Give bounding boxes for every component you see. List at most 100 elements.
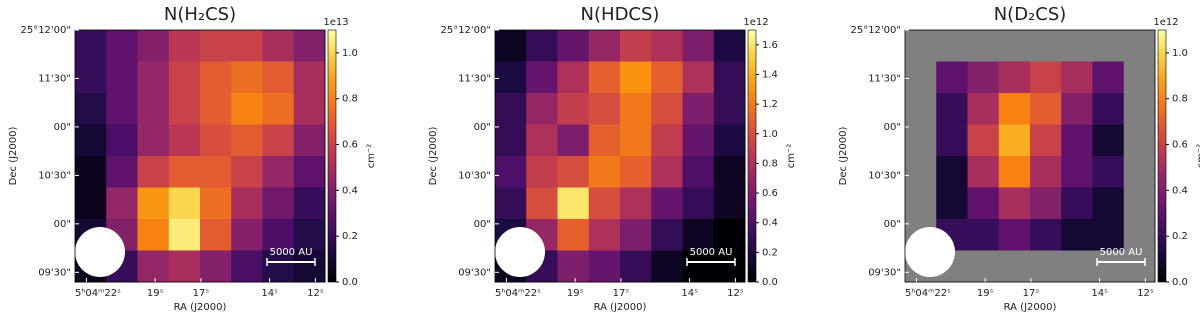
heatmap-cell	[200, 30, 232, 62]
colorbar-tick-label: 0.8	[1172, 94, 1188, 105]
colorbar-tick-label: 0.2	[762, 247, 778, 258]
heatmap-cell	[495, 156, 527, 188]
heatmap-cell	[1092, 156, 1125, 188]
heatmap-cell	[651, 61, 683, 94]
heatmap-cell	[75, 30, 107, 62]
heatmap-cell	[620, 61, 652, 94]
heatmap-cell	[200, 156, 232, 188]
heatmap-cell	[168, 93, 201, 125]
heatmap-cell	[651, 93, 683, 125]
colorbar-tick-label: 0.2	[1172, 231, 1188, 242]
heatmap-cell	[75, 61, 107, 94]
heatmap-cell	[1061, 61, 1093, 94]
heatmap-cell	[557, 250, 590, 283]
heatmap-cell	[651, 124, 683, 157]
y-tick-label: 00"	[884, 122, 901, 133]
heatmap-cell	[231, 124, 263, 157]
heatmap-cell	[713, 30, 746, 62]
heatmap-cell	[588, 30, 621, 62]
colorbar-tick-label: 0.6	[1172, 140, 1188, 151]
colorbar-offset: 1e13	[323, 17, 348, 28]
y-tick-label: 11'30"	[38, 73, 71, 84]
beam	[495, 227, 545, 277]
heatmap-cell	[106, 93, 138, 125]
heatmap-cell	[293, 61, 326, 94]
heatmap-cell	[168, 61, 201, 94]
plot-frame	[494, 29, 746, 283]
y-tick-label: 25°12'00"	[850, 25, 901, 36]
y-tick-label: 00"	[474, 122, 491, 133]
colorbar-tick-label: 1.0	[1172, 48, 1188, 59]
heatmap-cell	[682, 124, 715, 157]
heatmap-cell	[1061, 250, 1093, 283]
y-tick-label: 11'30"	[868, 73, 901, 84]
scale-bar-label: 5000 AU	[270, 247, 313, 258]
heatmap-cell	[651, 219, 683, 251]
beam	[75, 227, 125, 277]
heatmap-cell	[620, 187, 652, 220]
heatmap-cell	[557, 61, 590, 94]
colorbar	[327, 29, 337, 283]
heatmap-cell	[231, 30, 263, 62]
heatmap-cell	[967, 156, 1000, 188]
y-tick-label: 25°12'00"	[440, 25, 491, 36]
heatmap-cell	[137, 250, 170, 283]
heatmap-cell	[905, 187, 937, 220]
heatmap-cell	[1123, 187, 1156, 220]
heatmap-cell	[682, 30, 715, 62]
heatmap-cell	[137, 187, 170, 220]
heatmap-cell	[495, 30, 527, 62]
heatmap-cell	[713, 219, 746, 251]
heatmap-cell	[936, 61, 968, 94]
heatmap-cell	[651, 187, 683, 220]
heatmap-cell	[1061, 124, 1093, 157]
colorbar-offset: 1e12	[1153, 17, 1178, 28]
heatmap-cell	[1030, 187, 1062, 220]
colorbar-offset: 1e12	[743, 17, 768, 28]
heatmap-cell	[168, 219, 201, 251]
heatmap-cell	[651, 156, 683, 188]
heatmap-cell	[75, 124, 107, 157]
x-tick-label: 5ʰ04ᵐ22ˢ	[75, 288, 121, 299]
heatmap-cell	[682, 187, 715, 220]
heatmap-cell	[1030, 250, 1062, 283]
colorbar-tick-label: 0.0	[342, 277, 358, 288]
heatmap-cell	[106, 156, 138, 188]
y-tick-label: 09'30"	[868, 267, 901, 278]
heatmap-cell	[1092, 187, 1125, 220]
heatmap-cell	[200, 187, 232, 220]
heatmap-cell	[1061, 219, 1093, 251]
heatmap-cell	[905, 156, 937, 188]
heatmap-cell	[620, 124, 652, 157]
heatmap-cell	[262, 187, 295, 220]
heatmap-cell	[682, 250, 715, 283]
heatmap-cell	[495, 93, 527, 125]
y-tick-label: 10'30"	[458, 170, 491, 181]
heatmap-cell	[526, 30, 558, 62]
heatmap-cell	[998, 250, 1031, 283]
heatmap-cell	[106, 30, 138, 62]
x-tick-label: 12ˢ	[727, 288, 744, 299]
heatmap-cell	[137, 219, 170, 251]
y-tick-label: 00"	[54, 122, 71, 133]
heatmap-cell	[1123, 250, 1156, 283]
heatmap-cell	[936, 187, 968, 220]
x-tick-label: 12ˢ	[1137, 288, 1154, 299]
x-tick-label: 19ˢ	[567, 288, 584, 299]
x-tick-label: 14ˢ	[681, 288, 698, 299]
colorbar-tick-label: 0.4	[762, 218, 778, 229]
scale-bar-label: 5000 AU	[1100, 247, 1143, 258]
heatmap-cell	[231, 187, 263, 220]
heatmap-cell	[168, 250, 201, 283]
heatmap-cell	[106, 187, 138, 220]
heatmap-cell	[137, 30, 170, 62]
heatmap-cell	[588, 250, 621, 283]
heatmap-cell	[106, 61, 138, 94]
x-axis-label: RA (J2000)	[594, 302, 647, 313]
heatmap-cell	[293, 124, 326, 157]
colorbar-tick-label: 0.0	[1172, 277, 1188, 288]
heatmap-cell	[651, 30, 683, 62]
x-tick-label: 19ˢ	[147, 288, 164, 299]
heatmap-cell	[1030, 219, 1062, 251]
